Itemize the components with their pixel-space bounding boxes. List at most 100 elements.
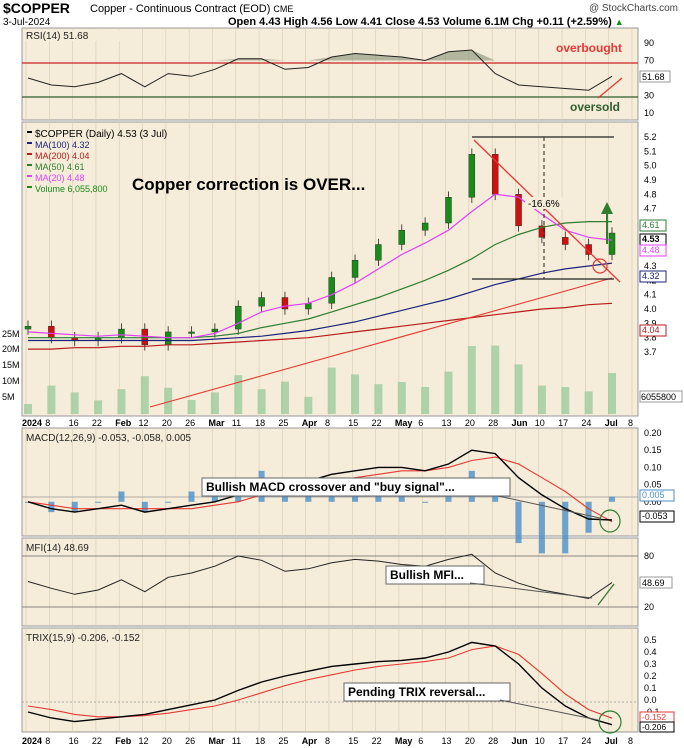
- macd-hist-bar-3: [95, 501, 102, 503]
- volume-tick-10M: 10M: [2, 376, 20, 386]
- volume-bar-12: [304, 396, 313, 414]
- trix-tick-0.4: 0.4: [644, 647, 657, 657]
- macd-badge-0: 0.005: [642, 490, 665, 500]
- x-label-bottom-14: 15: [348, 736, 358, 746]
- description-text: Copper - Continuous Contract (EOD): [90, 3, 271, 15]
- rsi-current-badge: 51.68: [642, 72, 665, 82]
- x-label-bottom-3: 22: [92, 736, 102, 746]
- mfi-annotation: Bullish MFI...: [390, 568, 464, 582]
- x-label-bottom-23: 17: [558, 736, 568, 746]
- candle-body-17: [421, 222, 429, 231]
- macd-hist-bar-7: [188, 491, 195, 502]
- price-badge-4.61: 4.61: [642, 220, 660, 230]
- macd-label: MACD(12,26,9) -0.053, -0.058, 0.005: [26, 433, 192, 444]
- x-label-bottom-8: Mar: [208, 736, 225, 746]
- x-label-top-25: Jul: [605, 418, 618, 428]
- x-label-bottom-1: 8: [45, 736, 50, 746]
- legend-swatch-3: [27, 164, 32, 166]
- price-tick-4.8: 4.8: [644, 189, 657, 199]
- rsi-label: RSI(14) 51.68: [26, 31, 89, 42]
- legend-entry-2: MA(200) 4.04: [35, 151, 90, 161]
- volume-bar-0: [24, 404, 32, 414]
- rsi-trend-arrow: [597, 77, 623, 99]
- candle-body-0: [24, 326, 32, 330]
- macd-tick-0.20: 0.20: [644, 428, 662, 438]
- overbought-label: overbought: [556, 41, 622, 55]
- price-tick-3.8: 3.8: [644, 333, 657, 343]
- volume-bars: [24, 345, 616, 414]
- mfi-badge-bg: [639, 576, 673, 589]
- trix-badge-0: -0.152: [642, 712, 666, 722]
- macd-badge-bg-1: [639, 510, 675, 523]
- trix-annotation-box: [343, 682, 511, 702]
- price-candles: [24, 148, 616, 351]
- volume-tick-25M: 25M: [2, 329, 20, 339]
- candle-body-8: [211, 328, 219, 333]
- macd-badge-bg-0: [639, 489, 675, 502]
- macd-badge-1: -0.053: [642, 511, 668, 521]
- mfi-label: MFI(14) 48.69: [26, 543, 89, 554]
- volume-bar-14: [351, 374, 360, 414]
- price-tick-4.7: 4.7: [644, 204, 657, 214]
- macd-hist-bar-23: [562, 501, 569, 554]
- price-tick-3.7: 3.7: [644, 347, 657, 357]
- candle-body-21: [515, 194, 522, 227]
- rsi-fill-area: [28, 50, 612, 61]
- volume-bar-9: [234, 375, 243, 414]
- volume-bar-7: [187, 400, 196, 414]
- legend-entry-4: MA(20) 4.48: [35, 173, 85, 183]
- macd-hist-bar-12: [305, 491, 312, 502]
- volume-bar-16: [397, 382, 406, 414]
- volume-bar-4: [117, 389, 126, 414]
- x-label-top-6: 20: [162, 418, 172, 428]
- trix-panel-bg: [21, 627, 639, 733]
- x-label-bottom-10: 18: [255, 736, 265, 746]
- x-label-top-10: 18: [255, 418, 265, 428]
- volume-bar-20: [491, 345, 500, 414]
- x-label-bottom-11: 25: [278, 736, 288, 746]
- x-label-bottom-19: 20: [465, 736, 475, 746]
- chart-symbol: $COPPER: [3, 0, 70, 16]
- volume-bar-10: [257, 389, 266, 414]
- rsi-tick-90: 90: [644, 38, 654, 48]
- x-label-bottom-4: Feb: [115, 736, 132, 746]
- macd-hist-bar-21: [515, 501, 522, 544]
- x-label-top-9: 11: [232, 418, 241, 428]
- rsi-tick-70: 70: [644, 56, 654, 66]
- x-label-bottom-6: 20: [162, 736, 172, 746]
- price-tick-5.1: 5.1: [644, 146, 657, 156]
- macd-hist-bar-1: [48, 501, 55, 513]
- x-label-bottom-22: 10: [535, 736, 545, 746]
- macd-hist-bar-11: [281, 491, 288, 502]
- x-label-top-4: Feb: [115, 418, 132, 428]
- macd-hist-bar-8: [211, 491, 218, 502]
- price-badge-bg-4.32: [639, 270, 667, 283]
- macd-annotation-box: [201, 477, 511, 497]
- macd-hist-bar-2: [71, 501, 78, 513]
- volume-bar-23: [561, 387, 570, 414]
- mfi-tick-20: 20: [644, 602, 654, 612]
- x-axis-labels-top: 2024 8 16 22 Feb 12 20 26 Mar 11 18 25 Apr 8 15 22 May 6 1…: [22, 418, 633, 428]
- legend-swatch-0: [27, 131, 32, 133]
- x-label-top-16: May: [395, 418, 413, 428]
- x-label-bottom-16: May: [395, 736, 413, 746]
- candle-body-25: [608, 232, 616, 255]
- legend-swatch-5: [27, 186, 32, 188]
- price-tick-5.0: 5.0: [644, 161, 657, 171]
- x-label-top-13: 8: [325, 418, 330, 428]
- volume-bar-22: [537, 385, 546, 414]
- x-label-top-26: 8: [628, 418, 633, 428]
- x-label-top-8: Mar: [208, 418, 225, 428]
- x-label-bottom-20: 28: [488, 736, 498, 746]
- volume-tick-5M: 5M: [2, 392, 15, 402]
- candle-body-24: [585, 244, 592, 255]
- volume-badge-bg: [639, 390, 683, 403]
- up-arrow-head-icon: [601, 202, 613, 214]
- volume-tick-labels: 25M 20M 15M 10M 5M: [2, 329, 20, 402]
- volume-bar-15: [374, 384, 383, 414]
- grid-lines: [25, 28, 633, 732]
- x-label-top-1: 8: [45, 418, 50, 428]
- rsi-panel-bg: [21, 27, 639, 121]
- mfi-annotation-box: [385, 565, 485, 585]
- x-label-bottom-7: 26: [185, 736, 195, 746]
